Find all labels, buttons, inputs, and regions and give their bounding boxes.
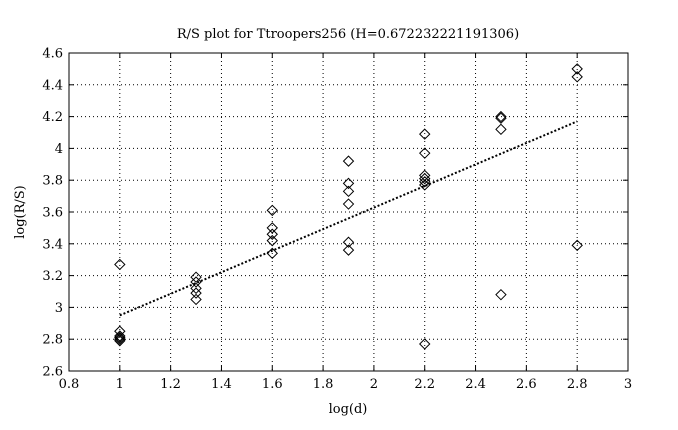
x-tick-label: 2.6 xyxy=(516,377,537,392)
data-point xyxy=(419,338,431,350)
y-tick-label: 2.8 xyxy=(42,333,63,348)
x-tick-label: 1.4 xyxy=(211,377,232,392)
data-point xyxy=(190,282,202,295)
data-point xyxy=(419,128,431,140)
x-tick-label: 1.8 xyxy=(313,377,334,392)
plot-frame xyxy=(68,52,629,372)
data-point xyxy=(266,247,278,260)
x-tick-label: 3 xyxy=(624,377,632,392)
x-tick-label: 1.2 xyxy=(160,377,181,392)
data-point xyxy=(571,71,583,83)
data-point xyxy=(342,185,355,198)
data-point xyxy=(266,234,278,247)
data-point xyxy=(571,239,583,252)
y-tick-label: 3.6 xyxy=(42,206,63,221)
fit-line xyxy=(119,120,578,317)
y-tick-label: 2.6 xyxy=(42,365,63,380)
y-tick-label: 4.4 xyxy=(42,78,63,93)
data-point xyxy=(114,335,126,347)
data-point xyxy=(190,293,202,306)
data-point xyxy=(419,179,431,191)
x-tick-label: 1.6 xyxy=(262,377,283,392)
y-tick-label: 4.6 xyxy=(42,47,63,62)
data-point xyxy=(266,228,278,240)
y-axis-label: log(R/S) xyxy=(13,185,28,239)
data-point xyxy=(342,177,355,190)
tick-layer: 0.8 1 1.2 1.4 1.6 1.8 2 2.2 2.4 2.6 2.8 3 2.6 2.8 3 3.2… xyxy=(42,47,632,393)
data-point xyxy=(495,123,507,136)
data-point xyxy=(114,330,126,342)
data-point xyxy=(114,333,126,345)
x-tick-label: 2 xyxy=(370,377,378,392)
y-tick-label: 3.8 xyxy=(42,174,63,189)
data-point xyxy=(114,331,126,344)
x-tick-label: 0.8 xyxy=(59,377,80,392)
data-point xyxy=(419,172,431,185)
chart-title: R/S plot for Ttroopers256 (H=0.672232221… xyxy=(177,27,519,42)
data-point xyxy=(495,112,507,124)
data-point xyxy=(342,236,355,248)
y-tick-label: 3.2 xyxy=(42,269,63,284)
x-tick-label: 1 xyxy=(116,377,124,392)
y-tick-label: 3 xyxy=(55,301,63,316)
x-tick-label: 2.4 xyxy=(465,377,486,392)
grid-layer xyxy=(69,53,628,371)
data-point xyxy=(342,244,355,256)
x-tick-label: 2.2 xyxy=(414,377,435,392)
data-point xyxy=(495,288,507,301)
x-tick-label: 2.8 xyxy=(567,377,588,392)
data-point xyxy=(266,222,278,234)
data-layer xyxy=(114,63,583,350)
data-point xyxy=(190,276,202,288)
y-tick-label: 4 xyxy=(55,142,63,157)
data-point xyxy=(342,198,355,210)
data-point xyxy=(342,155,355,167)
data-point xyxy=(419,147,431,159)
data-point xyxy=(190,271,202,283)
data-point xyxy=(114,258,126,271)
data-point xyxy=(419,169,431,182)
data-point xyxy=(419,176,431,188)
y-tick-label: 3.4 xyxy=(42,237,63,252)
y-tick-label: 4.2 xyxy=(42,110,63,125)
x-axis-label: log(d) xyxy=(329,402,368,417)
data-point xyxy=(571,63,583,75)
data-point xyxy=(495,110,507,123)
data-point xyxy=(266,204,278,217)
data-point xyxy=(190,287,202,299)
